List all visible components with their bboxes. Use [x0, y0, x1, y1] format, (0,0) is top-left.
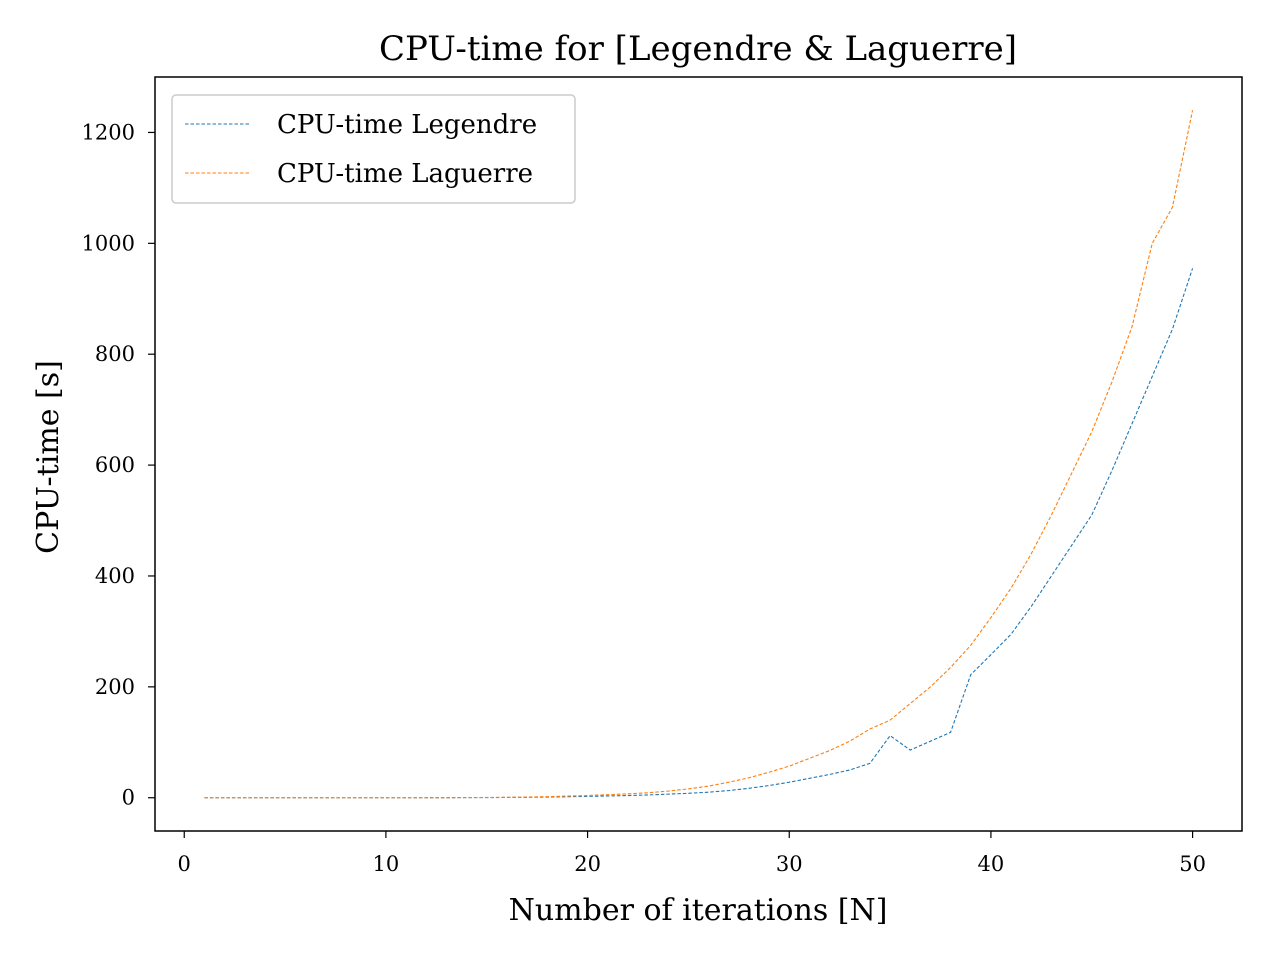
legend-box: [171, 94, 576, 204]
series-line-legendre: [204, 268, 1194, 799]
y-axis-ticks: 0 200 400 600 800 1000 1200: [82, 120, 155, 810]
chart-title: CPU-time for [Legendre & Laguerre]: [379, 29, 1017, 69]
x-tick-label: 20: [574, 852, 601, 876]
y-tick-label: 600: [95, 453, 135, 477]
plot-area: [204, 110, 1194, 799]
legend-label-legendre: CPU-time Legendre: [277, 110, 537, 140]
x-axis-ticks: 0 10 20 30 40 50: [178, 831, 1206, 876]
y-tick-label: 1000: [82, 231, 135, 255]
x-tick-label: 10: [373, 852, 400, 876]
x-axis-label: Number of iterations [N]: [509, 893, 888, 928]
x-tick-label: 40: [978, 852, 1005, 876]
x-tick-label: 0: [178, 852, 191, 876]
legend: CPU-time Legendre CPU-time Laguerre: [171, 94, 576, 204]
x-tick-label: 30: [776, 852, 803, 876]
x-tick-label: 50: [1179, 852, 1206, 876]
series-line-laguerre: [204, 110, 1194, 799]
y-tick-label: 800: [95, 342, 135, 366]
legend-label-laguerre: CPU-time Laguerre: [277, 159, 533, 189]
y-tick-label: 0: [122, 786, 135, 810]
y-tick-label: 400: [95, 564, 135, 588]
axes-frame: [154, 76, 1243, 832]
y-tick-label: 1200: [82, 120, 135, 144]
y-axis-label: CPU-time [s]: [31, 360, 66, 554]
y-tick-label: 200: [95, 675, 135, 699]
